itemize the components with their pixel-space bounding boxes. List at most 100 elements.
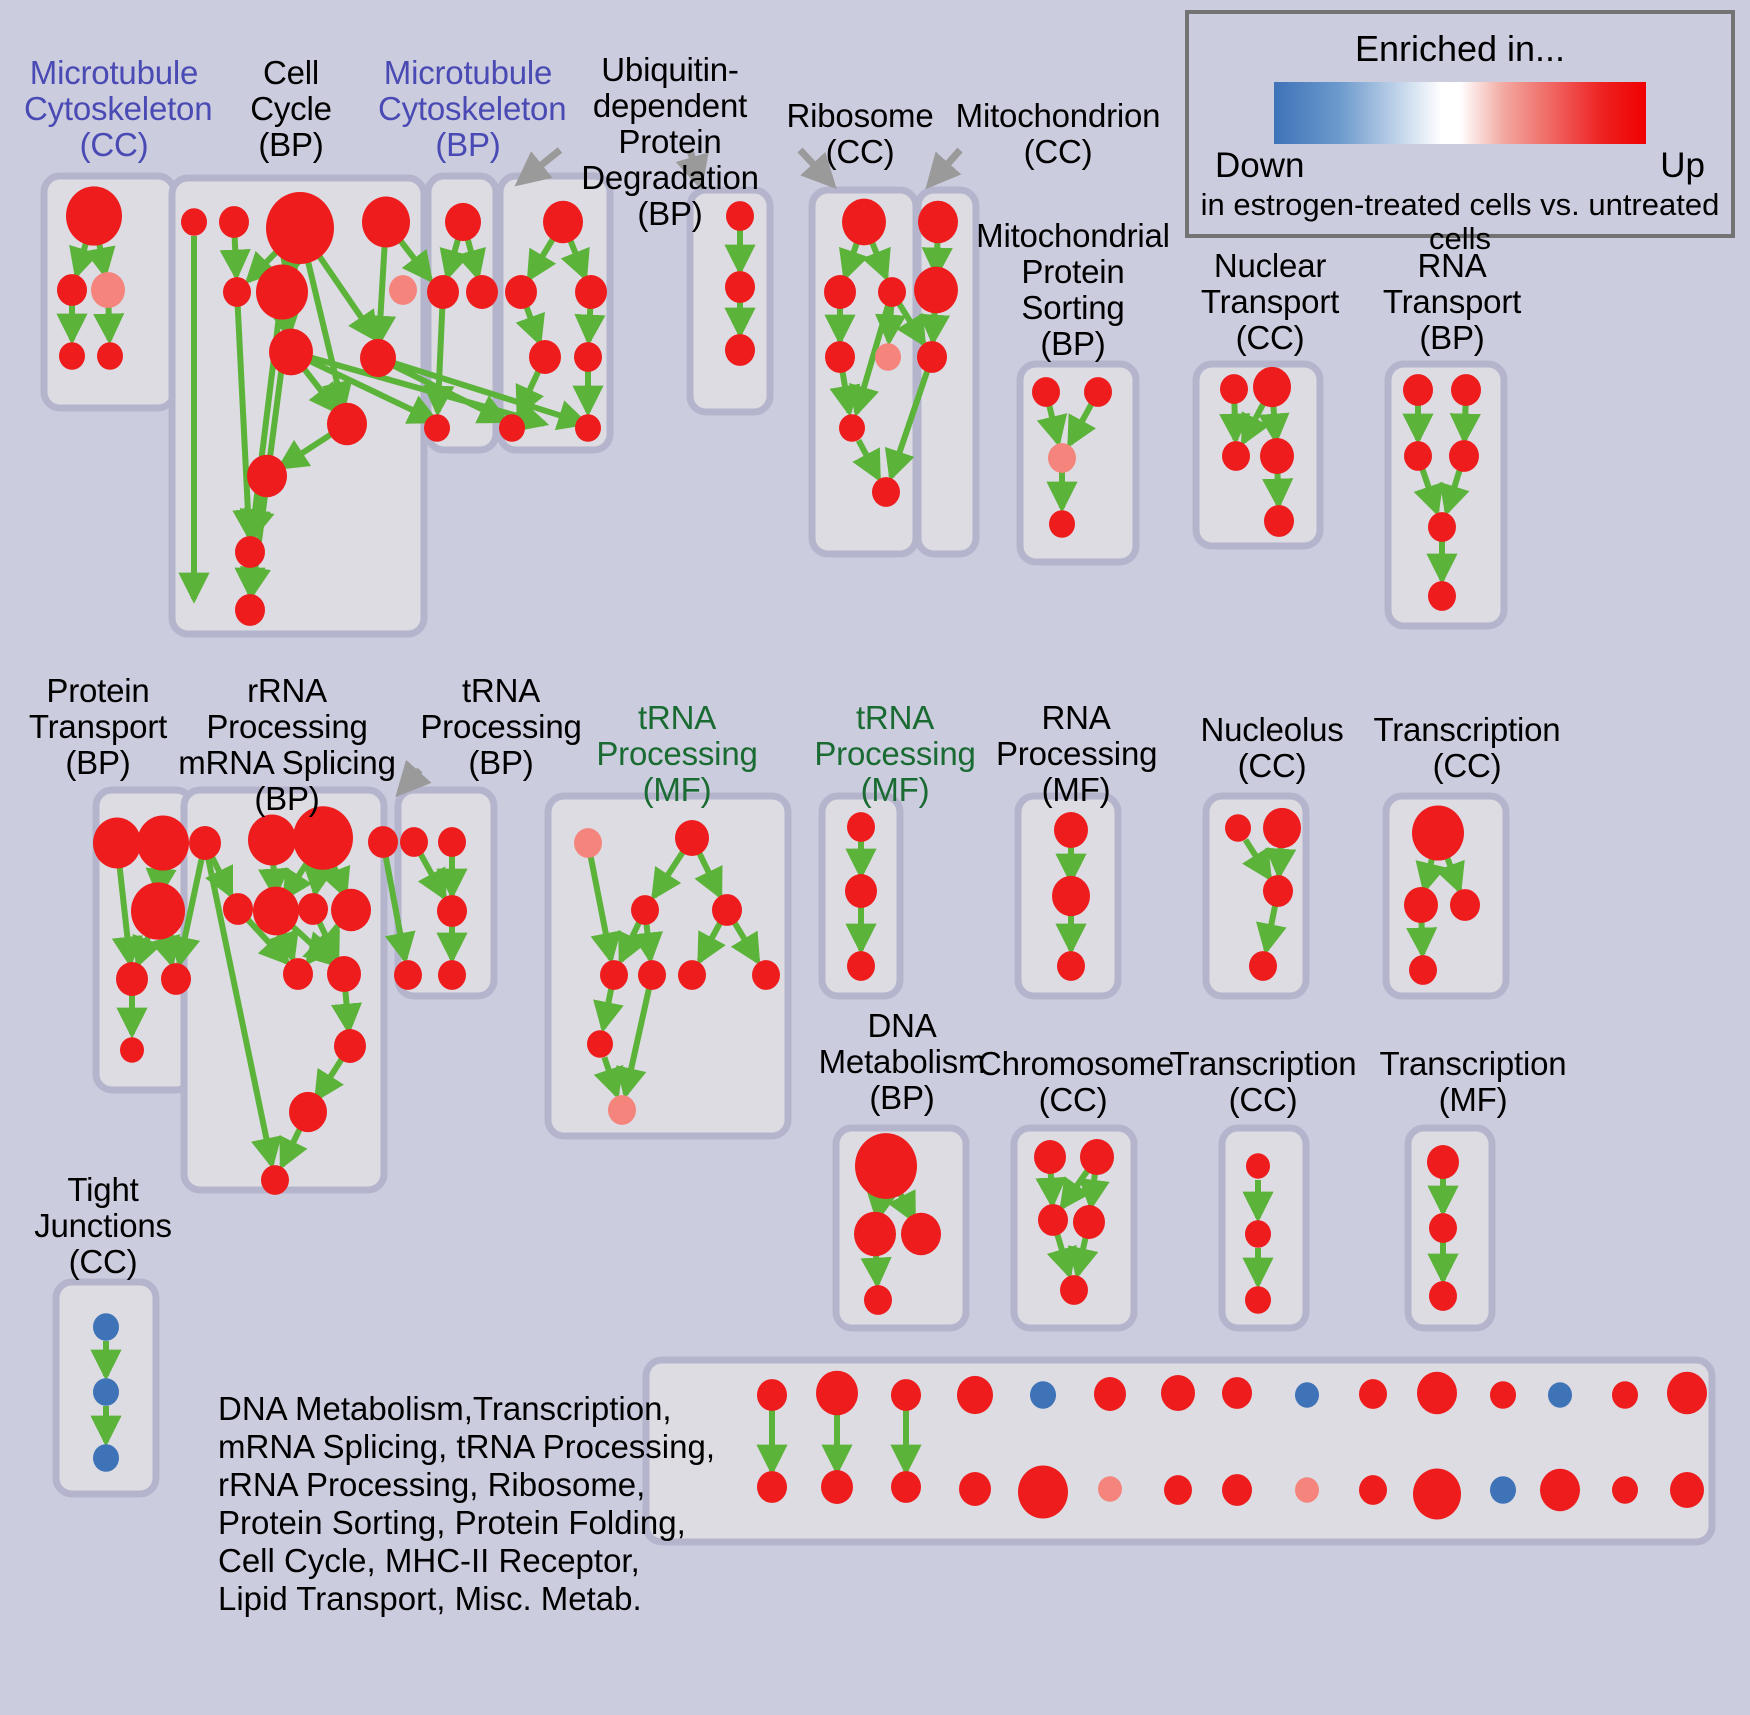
- gene-set-node[interactable]: [93, 1313, 119, 1341]
- gene-set-node[interactable]: [600, 960, 628, 990]
- gene-set-node[interactable]: [901, 1212, 941, 1256]
- gene-set-node[interactable]: [1263, 875, 1293, 907]
- gene-set-node[interactable]: [1060, 1275, 1088, 1305]
- gene-set-node[interactable]: [878, 277, 906, 307]
- gene-set-node[interactable]: [57, 274, 87, 306]
- gene-set-node[interactable]: [638, 960, 666, 990]
- gene-set-node[interactable]: [1164, 1475, 1192, 1505]
- gene-set-node[interactable]: [91, 271, 125, 309]
- gene-set-node[interactable]: [362, 196, 410, 248]
- gene-set-node[interactable]: [675, 819, 709, 857]
- gene-set-node[interactable]: [1451, 374, 1481, 406]
- gene-set-node[interactable]: [137, 815, 189, 871]
- gene-set-node[interactable]: [725, 271, 755, 303]
- gene-set-node[interactable]: [959, 1472, 991, 1506]
- gene-set-node[interactable]: [1429, 1213, 1457, 1243]
- gene-set-node[interactable]: [266, 191, 334, 265]
- gene-set-node[interactable]: [445, 202, 481, 242]
- gene-set-node[interactable]: [1080, 1138, 1114, 1176]
- gene-set-node[interactable]: [847, 812, 875, 842]
- gene-set-node[interactable]: [1264, 505, 1294, 537]
- gene-set-node[interactable]: [574, 342, 602, 372]
- gene-set-node[interactable]: [1220, 374, 1248, 404]
- gene-set-node[interactable]: [1490, 1381, 1516, 1409]
- gene-set-node[interactable]: [816, 1370, 858, 1416]
- gene-set-node[interactable]: [914, 266, 958, 314]
- gene-set-node[interactable]: [757, 1471, 787, 1503]
- gene-set-node[interactable]: [917, 341, 947, 373]
- gene-set-node[interactable]: [219, 206, 249, 238]
- gene-set-node[interactable]: [1032, 377, 1060, 407]
- gene-set-node[interactable]: [1038, 1204, 1068, 1236]
- gene-set-node[interactable]: [1161, 1374, 1195, 1412]
- gene-set-node[interactable]: [505, 275, 537, 309]
- gene-set-node[interactable]: [327, 402, 367, 446]
- gene-set-node[interactable]: [131, 882, 185, 940]
- gene-set-node[interactable]: [1359, 1475, 1387, 1505]
- gene-set-node[interactable]: [59, 342, 85, 370]
- gene-set-node[interactable]: [293, 806, 353, 870]
- gene-set-node[interactable]: [608, 1095, 636, 1125]
- gene-set-node[interactable]: [757, 1379, 787, 1411]
- gene-set-node[interactable]: [1359, 1379, 1387, 1409]
- gene-set-node[interactable]: [360, 338, 396, 378]
- gene-set-node[interactable]: [368, 826, 398, 858]
- gene-set-node[interactable]: [1612, 1381, 1638, 1409]
- gene-set-node[interactable]: [1403, 374, 1433, 406]
- gene-set-node[interactable]: [1260, 437, 1294, 475]
- gene-set-node[interactable]: [1450, 889, 1480, 921]
- gene-set-node[interactable]: [891, 1471, 921, 1503]
- gene-set-node[interactable]: [261, 1165, 289, 1195]
- gene-set-node[interactable]: [289, 1091, 327, 1133]
- gene-set-node[interactable]: [466, 275, 498, 309]
- gene-set-node[interactable]: [821, 1470, 853, 1504]
- gene-set-node[interactable]: [543, 200, 583, 244]
- gene-set-node[interactable]: [1670, 1471, 1704, 1509]
- gene-set-node[interactable]: [1295, 1477, 1319, 1503]
- gene-set-node[interactable]: [438, 827, 466, 857]
- gene-set-node[interactable]: [120, 1037, 144, 1063]
- gene-set-node[interactable]: [842, 198, 886, 246]
- gene-set-node[interactable]: [918, 200, 958, 244]
- gene-set-node[interactable]: [824, 275, 856, 309]
- gene-set-node[interactable]: [97, 342, 123, 370]
- gene-set-node[interactable]: [1490, 1476, 1516, 1504]
- gene-set-node[interactable]: [1404, 886, 1438, 924]
- gene-set-node[interactable]: [1253, 366, 1291, 408]
- gene-set-node[interactable]: [845, 874, 877, 908]
- gene-set-node[interactable]: [1245, 1220, 1271, 1248]
- gene-set-node[interactable]: [855, 1133, 917, 1199]
- gene-set-node[interactable]: [1246, 1153, 1270, 1179]
- gene-set-node[interactable]: [957, 1375, 993, 1415]
- gene-set-node[interactable]: [1449, 440, 1479, 472]
- gene-set-node[interactable]: [1057, 951, 1085, 981]
- gene-set-node[interactable]: [752, 960, 780, 990]
- gene-set-node[interactable]: [575, 414, 601, 442]
- gene-set-node[interactable]: [1245, 1286, 1271, 1314]
- gene-set-node[interactable]: [235, 536, 265, 568]
- gene-set-node[interactable]: [1548, 1382, 1572, 1408]
- gene-set-node[interactable]: [864, 1285, 892, 1315]
- gene-set-node[interactable]: [712, 894, 742, 926]
- gene-set-node[interactable]: [1612, 1476, 1638, 1504]
- gene-set-node[interactable]: [726, 201, 754, 231]
- gene-set-node[interactable]: [161, 963, 191, 995]
- gene-set-node[interactable]: [678, 960, 706, 990]
- gene-set-node[interactable]: [1428, 512, 1456, 542]
- gene-set-node[interactable]: [875, 343, 901, 371]
- gene-set-node[interactable]: [334, 1029, 366, 1063]
- gene-set-node[interactable]: [400, 827, 428, 857]
- gene-set-node[interactable]: [1249, 951, 1277, 981]
- gene-set-node[interactable]: [1094, 1377, 1126, 1411]
- gene-set-node[interactable]: [223, 277, 251, 307]
- gene-set-node[interactable]: [1263, 807, 1301, 849]
- gene-set-node[interactable]: [93, 817, 141, 869]
- gene-set-node[interactable]: [1048, 443, 1076, 473]
- gene-set-node[interactable]: [189, 826, 221, 860]
- gene-set-node[interactable]: [93, 1444, 119, 1472]
- gene-set-node[interactable]: [248, 814, 296, 866]
- gene-set-node[interactable]: [389, 275, 417, 305]
- gene-set-node[interactable]: [1427, 1145, 1459, 1179]
- gene-set-node[interactable]: [223, 893, 253, 925]
- gene-set-node[interactable]: [725, 334, 755, 366]
